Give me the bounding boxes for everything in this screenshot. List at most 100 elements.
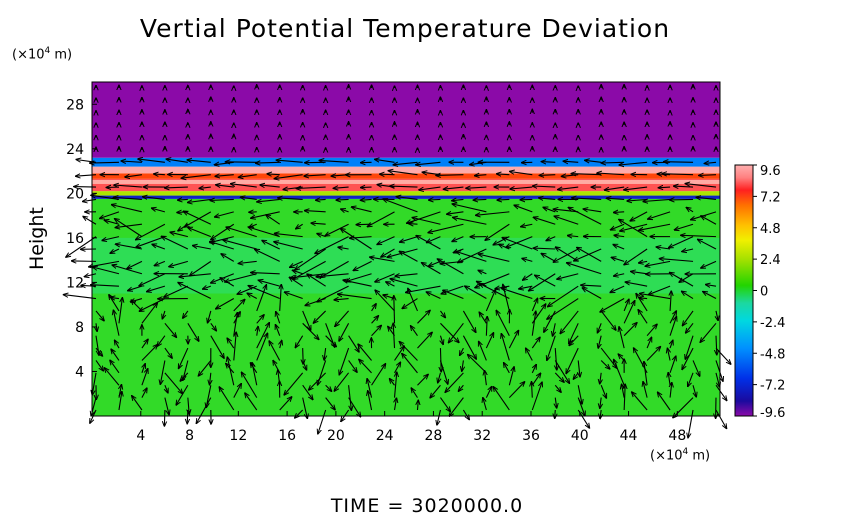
wind-vector	[533, 217, 556, 225]
wind-vector	[395, 372, 397, 398]
x-tick-label: 44	[620, 428, 638, 444]
wind-vector	[479, 341, 487, 361]
wind-vector	[508, 382, 524, 398]
wind-vector	[440, 310, 445, 318]
wind-vector	[118, 391, 122, 411]
wind-vector	[619, 219, 648, 238]
field-layer	[92, 157, 720, 167]
wind-vector	[577, 385, 582, 404]
wind-vector	[578, 360, 580, 376]
wind-vector	[439, 397, 450, 412]
wind-vector	[478, 254, 510, 262]
wind-vector	[639, 223, 671, 230]
wind-vector	[179, 347, 189, 369]
wind-vector	[380, 174, 395, 175]
wind-vector	[662, 174, 694, 175]
wind-vector	[443, 187, 464, 189]
wind-vector	[504, 363, 510, 374]
wind-vector	[317, 234, 326, 237]
wind-vector	[631, 271, 648, 273]
wind-vector	[669, 356, 676, 374]
wind-vector	[485, 290, 495, 312]
field-layer	[92, 82, 720, 158]
wind-vector	[475, 175, 487, 176]
wind-vector	[160, 360, 166, 384]
wind-vector	[260, 185, 280, 187]
wind-vector	[411, 388, 418, 398]
wind-vector	[154, 260, 166, 265]
wind-vector	[183, 310, 189, 318]
wind-vector	[296, 187, 326, 188]
wind-vector	[541, 162, 556, 163]
wind-vector	[274, 233, 303, 238]
wind-vector	[274, 242, 303, 250]
wind-vector	[142, 364, 145, 374]
wind-vector	[318, 360, 327, 385]
wind-vector	[598, 335, 601, 349]
wind-vector	[485, 333, 493, 349]
wind-vector	[600, 298, 625, 313]
wind-vector	[190, 260, 212, 275]
wind-vector	[127, 260, 143, 268]
wind-vector	[430, 384, 441, 398]
x-tick-label: 48	[668, 428, 686, 444]
wind-vector	[370, 257, 395, 262]
wind-vector	[233, 299, 245, 312]
wind-vector	[269, 341, 281, 361]
wind-vector	[295, 335, 304, 348]
wind-vector	[256, 285, 267, 312]
wind-vector	[701, 216, 717, 225]
wind-vector	[152, 244, 166, 250]
wind-vector	[658, 392, 671, 411]
wind-vector	[368, 391, 373, 411]
wind-vector	[600, 347, 617, 368]
wind-vector	[241, 372, 258, 398]
wind-vector	[177, 199, 188, 200]
wind-vector	[226, 227, 257, 238]
wind-vector	[560, 310, 579, 334]
wind-vector	[304, 175, 326, 176]
wind-vector	[95, 347, 103, 356]
wind-vector	[227, 338, 235, 349]
wind-vector	[170, 232, 188, 238]
wind-vector	[188, 228, 212, 238]
wind-vector	[302, 397, 308, 419]
wind-vector	[325, 223, 349, 236]
wind-vector	[93, 267, 120, 275]
wind-vector	[390, 279, 418, 287]
wind-vector	[346, 273, 372, 282]
wind-vector	[597, 173, 625, 175]
wind-vector	[284, 372, 304, 395]
wind-vector	[610, 223, 625, 230]
wind-vector	[426, 236, 441, 243]
field-layer	[92, 173, 720, 179]
wind-vector	[496, 174, 510, 175]
wind-vector	[440, 348, 441, 372]
wind-vector	[324, 348, 326, 360]
wind-vector	[632, 392, 648, 411]
wind-vector	[252, 362, 258, 386]
wind-vector	[496, 310, 510, 336]
wind-vector	[115, 244, 143, 250]
wind-vector	[91, 285, 119, 286]
wind-vector	[462, 310, 475, 333]
wind-vector	[95, 360, 103, 370]
wind-vector	[100, 211, 120, 219]
wind-vector	[452, 199, 464, 200]
wind-vector	[178, 283, 212, 300]
wind-vector	[210, 322, 217, 331]
wind-vector	[203, 286, 211, 289]
wind-vector	[339, 347, 350, 375]
wind-vector	[521, 224, 533, 226]
wind-vector	[178, 223, 189, 231]
wind-vector	[600, 409, 601, 419]
wind-vector	[478, 270, 487, 273]
wind-vector	[115, 223, 142, 227]
wind-vector	[343, 280, 372, 287]
wind-vector	[188, 397, 189, 415]
wind-vector	[113, 310, 120, 336]
field-layer	[92, 237, 720, 294]
wind-vector	[227, 357, 235, 386]
wind-vector	[428, 223, 464, 232]
wind-vector	[539, 175, 556, 176]
